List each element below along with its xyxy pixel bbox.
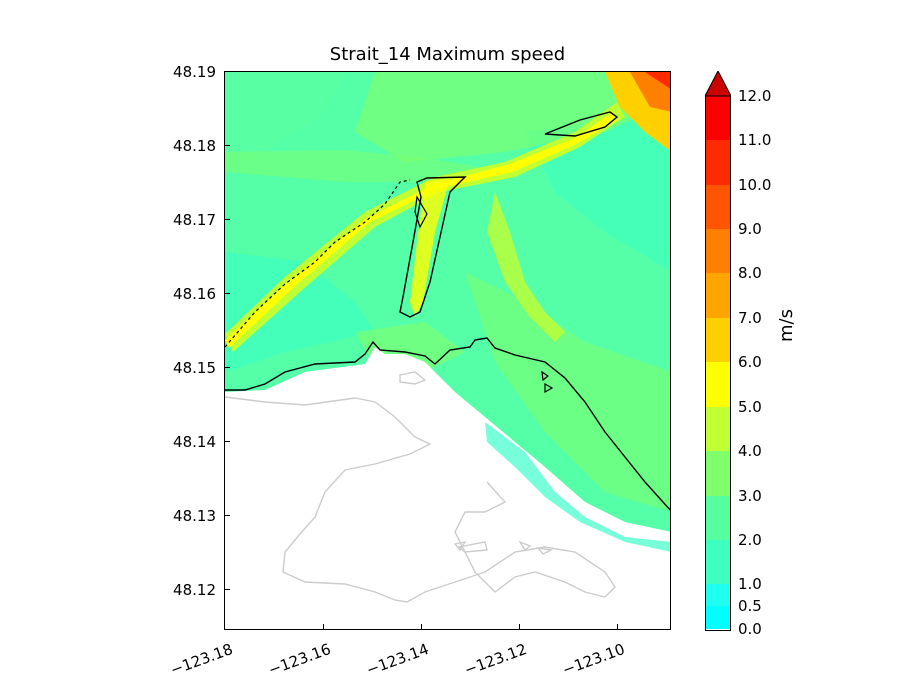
y-tick-label: 48.19 [173,63,216,81]
y-tick [224,515,230,516]
colorbar-segment [705,318,731,362]
y-tick-label: 48.17 [173,211,216,229]
speed-zone [465,272,670,512]
colorbar-tick-label: 0.5 [738,597,762,615]
colorbar-tick-label: 1.0 [738,575,762,593]
speed-zone [225,72,345,172]
colorbar-segment [705,451,731,496]
colorbar-tick-label: 10.0 [738,176,772,194]
speed-map [225,72,670,629]
colorbar [705,71,731,631]
colorbar-tick-label: 9.0 [738,220,762,238]
colorbar-segment [705,185,731,229]
land-outline [225,396,616,603]
colorbar-segment [705,407,731,451]
colorbar-tick-label: 8.0 [738,264,762,282]
y-tick-label: 48.13 [173,507,216,525]
speed-zone [225,252,375,372]
colorbar-segment [705,140,731,185]
colorbar-segment [705,540,731,584]
y-tick [224,589,230,590]
y-tick-label: 48.16 [173,285,216,303]
x-tick [323,624,324,630]
colorbar-tick-label: 5.0 [738,398,762,416]
colorbar-segment [705,496,731,540]
colorbar-segment [705,96,731,140]
island-outline [414,195,428,229]
colorbar-tick-label: 11.0 [738,131,772,149]
y-tick [224,367,230,368]
y-tick-label: 48.15 [173,359,216,377]
island-outline [544,111,619,137]
jet-core [410,178,450,317]
reef-line [225,179,411,348]
y-tick [224,145,230,146]
colorbar-segment [705,584,731,606]
colorbar-tick-label: 2.0 [738,531,762,549]
colorbar-units: m/s [776,309,797,342]
rock-outline [541,370,554,394]
colorbar-tick-label: 6.0 [738,353,762,371]
map-title: Strait_14 Maximum speed [329,44,566,65]
map-plot-area[interactable] [224,71,671,630]
x-tick [421,624,422,630]
speed-zone [225,150,485,182]
land-outline [399,371,427,385]
land-mass [225,347,670,629]
x-tick [519,624,520,630]
colorbar-tick-label: 7.0 [738,309,762,327]
x-tick-label: −123.16 [265,640,334,680]
jet-fringe [487,192,565,342]
colorbar-tick-label: 0.0 [738,620,762,638]
colorbar-tick-label: 12.0 [738,87,772,105]
x-tick [617,624,618,630]
colorbar-segment [705,273,731,318]
x-tick-label: −123.12 [461,640,530,680]
colorbar-segment [705,229,731,273]
x-tick-label: −123.14 [363,640,432,680]
y-tick-label: 48.12 [173,581,216,599]
y-tick [224,219,230,220]
coastline [225,337,670,511]
colorbar-segment [705,606,731,629]
y-tick-label: 48.18 [173,137,216,155]
y-tick [224,293,230,294]
colorbar-extend-arrow [705,71,731,97]
colorbar-segment [705,362,731,407]
colorbar-tick-label: 4.0 [738,442,762,460]
y-tick [224,441,230,442]
speed-zone [355,72,670,162]
x-tick-label: −123.10 [559,640,628,680]
land-outline [453,540,554,555]
x-tick-label: −123.18 [167,640,236,680]
colorbar-tick-label: 3.0 [738,487,762,505]
island-outline [399,176,467,318]
colorbar-outline [705,96,731,631]
y-tick-label: 48.14 [173,433,216,451]
